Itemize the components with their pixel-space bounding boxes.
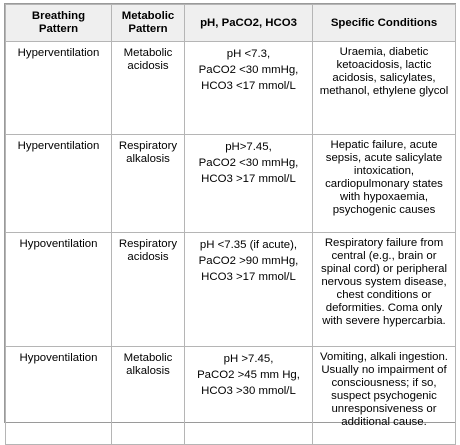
header-specific-conditions: Specific Conditions [312,4,456,42]
cell-metabolic-pattern: Respiratory alkalosis [111,134,185,233]
table-row: Hyperventilation Respiratory alkalosis pH>7… [5,134,456,233]
cell-metabolic-pattern: Metabolic alkalosis [111,346,185,445]
cell-breathing-pattern: Hypoventilation [5,232,112,347]
header-metabolic-pattern: Metabolic Pattern [111,4,185,42]
table-row: Hypoventilation Metabolic alkalosis pH >7.4… [5,346,456,445]
cell-blood-gas-values: pH <7.3, PaCO2 <30 mmHg, HCO3 <17 mmol/L [184,41,313,135]
header-breathing-pattern: Breathing Pattern [5,4,112,42]
breathing-patterns-table: Breathing Pattern Metabolic Pattern pH, … [5,4,456,445]
cell-blood-gas-values: pH>7.45, PaCO2 <30 mmHg, HCO3 >17 mmol/L [184,134,313,233]
table-header-row: Breathing Pattern Metabolic Pattern pH, … [5,4,456,42]
conditions-table-frame: Breathing Pattern Metabolic Pattern pH, … [4,3,456,445]
cell-blood-gas-values: pH >7.45, PaCO2 >45 mm Hg, HCO3 >30 mmol/L [184,346,313,445]
header-ph-paco2-hco3: pH, PaCO2, HCO3 [184,4,313,42]
cell-breathing-pattern: Hypoventilation [5,346,112,445]
cell-breathing-pattern: Hyperventilation [5,134,112,233]
cell-specific-conditions: Respiratory failure from central (e.g., b… [312,232,456,347]
cell-specific-conditions: Hepatic failure, acute sepsis, acute sali… [312,134,456,233]
table-row: Hyperventilation Metabolic acidosis pH <7.3… [5,41,456,135]
cell-specific-conditions: Vomiting, alkali ingestion. Usually no im… [312,346,456,445]
cell-breathing-pattern: Hyperventilation [5,41,112,135]
cell-metabolic-pattern: Respiratory acidosis [111,232,185,347]
cell-blood-gas-values: pH <7.35 (if acute), PaCO2 >90 mmHg, HCO3 … [184,232,313,347]
cell-metabolic-pattern: Metabolic acidosis [111,41,185,135]
cell-specific-conditions: Uraemia, diabetic ketoacidosis, lactic aci… [312,41,456,135]
table-row: Hypoventilation Respiratory acidosis pH <7.… [5,232,456,347]
